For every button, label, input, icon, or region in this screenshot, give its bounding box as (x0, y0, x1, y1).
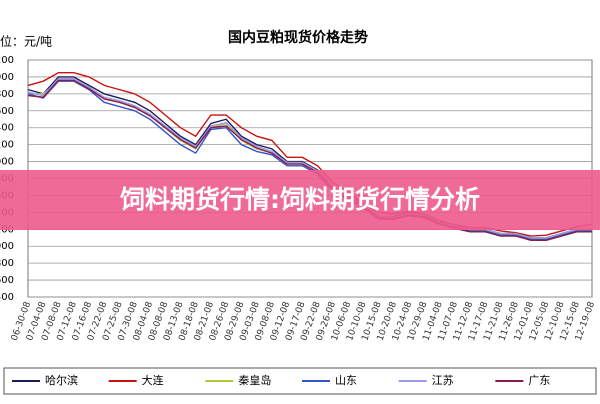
series-line (27, 79, 592, 241)
y-tick-label: 4600 (0, 106, 14, 117)
y-tick-label: 5200 (0, 55, 14, 66)
y-tick-label: 5000 (0, 72, 14, 83)
y-tick-label: 3000 (0, 241, 14, 252)
legend-label: 江苏 (432, 374, 454, 387)
unit-label: 位：元/吨 (0, 34, 52, 49)
legend-label: 广东 (528, 374, 550, 387)
y-tick-label: 4000 (0, 157, 14, 168)
x-axis: 06-30-0807-04-0807-08-0807-12-0807-16-08… (10, 300, 597, 342)
y-tick-label: 2600 (0, 275, 14, 286)
legend-label: 大连 (142, 373, 164, 387)
legend-label: 哈尔滨 (45, 373, 78, 387)
banner-background (0, 170, 600, 230)
lines (27, 71, 593, 241)
y-tick-label: 4800 (0, 89, 14, 100)
series-line (27, 77, 593, 239)
y-tick-label: 4400 (0, 123, 14, 134)
legend: 哈尔滨 大连 秦皇岛 山东 江苏 广东 (12, 373, 550, 387)
legend-label: 山东 (335, 374, 357, 387)
series-line (27, 71, 593, 237)
banner-text: 饲料期货行情:饲料期货行情分析 (119, 185, 480, 214)
legend-label: 秦皇岛 (238, 373, 271, 387)
y-tick-label: 4200 (0, 140, 14, 151)
y-tick-label: 2800 (0, 258, 14, 269)
y-tick-label: 2400 (0, 292, 14, 303)
chart-title: 国内豆粕现货价格走势 (228, 29, 368, 46)
